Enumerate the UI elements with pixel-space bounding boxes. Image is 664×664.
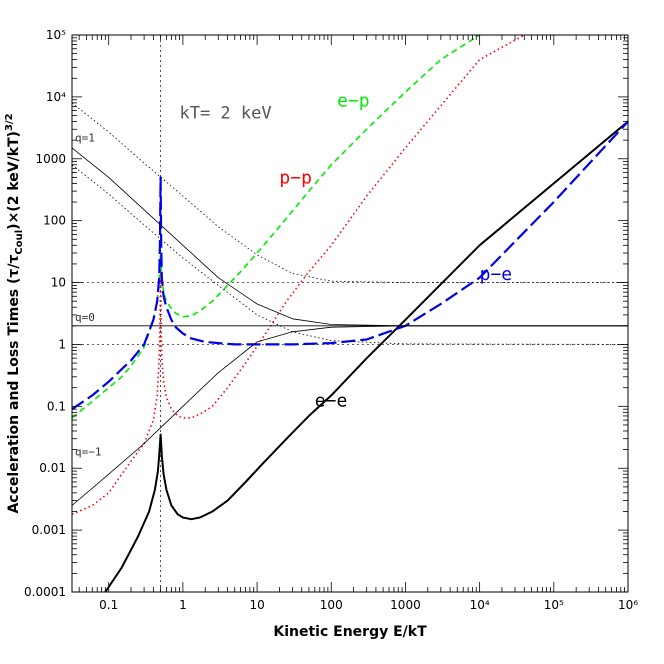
y-axis-title-sup: 3/2 (4, 113, 15, 131)
label-e-p: e−p (337, 90, 370, 111)
label-q1: q=1 (75, 132, 95, 145)
y-tick-label: 0.01 (39, 461, 66, 475)
x-tick-label: 10⁴ (470, 598, 490, 612)
label-p-e: p−e (480, 264, 513, 285)
series-layer (71, 34, 629, 593)
x-tick-label: 10⁵ (544, 598, 564, 612)
y-tick-label: 0.1 (47, 399, 66, 413)
y-axis-title-pre: Acceleration and Loss Times (τ/τ (6, 255, 22, 514)
label-e-e: e−e (315, 390, 348, 411)
y-tick-label: 100 (43, 214, 66, 228)
x-tick-label: 10 (249, 598, 264, 612)
y-tick-label: 10⁴ (46, 90, 66, 104)
y-tick-label: 1000 (35, 152, 66, 166)
x-tick-label: 1000 (390, 598, 421, 612)
y-tick-label: 0.0001 (24, 585, 66, 599)
label-q0: q=0 (75, 311, 95, 324)
y-tick-label: 1 (58, 337, 66, 351)
y-axis-title-mid: )×(2 keV/kT) (6, 131, 22, 230)
x-axis-title: Kinetic Energy E/kT (273, 624, 427, 640)
axis-ticks (72, 34, 629, 593)
x-tick-label: 100 (320, 598, 343, 612)
series-line-4 (71, 147, 628, 327)
x-tick-label: 0.1 (99, 598, 118, 612)
series-line-0 (104, 120, 629, 593)
y-tick-label: 10⁵ (46, 28, 66, 42)
annotation-kt: kT= 2 keV (179, 103, 271, 123)
tick-labels: 0.1 1 10 100 1000 10⁴ 10⁵ 10⁶ 0.0001 0.001 0.01 0.1… (24, 28, 638, 612)
series-line-1 (71, 34, 481, 419)
series-line-3 (71, 120, 629, 411)
reference-lines (72, 35, 628, 592)
y-tick-label: 10 (51, 276, 66, 290)
series-line-7 (71, 102, 628, 284)
y-tick-label: 0.001 (32, 523, 66, 537)
series-line-6 (71, 325, 628, 506)
y-axis-title: Acceleration and Loss Times (τ/τCoul)×(2… (4, 113, 25, 513)
x-tick-label: 10⁶ (618, 598, 638, 612)
label-p-p: p−p (279, 167, 312, 188)
plot-frame (71, 34, 629, 593)
y-axis-title-sub: Coul (14, 230, 25, 255)
label-qm1: q=−1 (75, 446, 102, 459)
x-tick-label: 1 (179, 598, 187, 612)
